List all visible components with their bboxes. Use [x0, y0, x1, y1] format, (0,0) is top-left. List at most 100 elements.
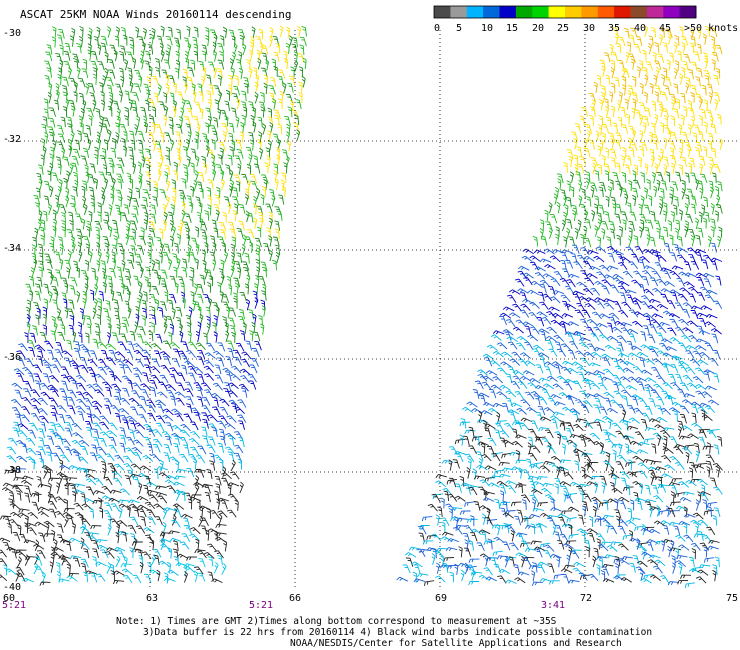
wind-barb	[589, 139, 595, 150]
wind-barb	[593, 81, 598, 93]
wind-barb	[138, 554, 143, 566]
wind-barb	[109, 97, 114, 110]
wind-barb	[206, 90, 212, 101]
wind-barb	[56, 405, 67, 413]
wind-barb	[587, 343, 597, 352]
wind-barb	[115, 555, 121, 568]
wind-barb	[594, 225, 599, 237]
wind-barb	[601, 65, 606, 77]
wind-barb	[138, 149, 145, 160]
wind-barb	[163, 444, 172, 454]
wind-barb	[179, 330, 184, 343]
wind-barb	[639, 569, 644, 581]
wind-barb	[171, 408, 183, 416]
wind-barb	[248, 153, 253, 166]
wind-barb	[101, 485, 112, 494]
wind-barb	[552, 313, 564, 319]
wind-barb	[521, 255, 533, 262]
wind-barb	[28, 347, 36, 357]
wind-barb	[573, 561, 585, 567]
wind-barb	[94, 373, 106, 381]
wind-barb	[158, 252, 163, 264]
wind-barb	[118, 90, 123, 103]
wind-barb	[93, 36, 99, 47]
wind-barb	[566, 227, 571, 240]
wind-barb	[67, 138, 73, 151]
wind-barb	[92, 67, 97, 78]
wind-barb	[534, 385, 547, 391]
wind-barb	[651, 484, 659, 495]
wind-barb	[135, 253, 143, 264]
wind-barb	[176, 233, 181, 245]
wind-barb	[181, 178, 187, 189]
wind-barb	[201, 426, 208, 437]
wind-barb	[159, 42, 164, 55]
wind-barb	[515, 552, 528, 558]
wind-barb	[184, 50, 189, 63]
wind-barb	[617, 352, 630, 358]
wind-barb	[183, 525, 192, 534]
wind-barb	[657, 53, 665, 64]
wind-barb	[645, 406, 653, 416]
wind-barb	[14, 468, 27, 473]
wind-barb	[585, 437, 596, 446]
wind-barb	[588, 515, 594, 527]
wind-barb	[82, 467, 88, 479]
wind-barb	[214, 475, 222, 486]
wind-barb	[137, 504, 149, 511]
wind-barb	[622, 270, 634, 279]
wind-barb	[526, 407, 538, 414]
wind-barb	[613, 301, 622, 310]
wind-barb	[584, 539, 591, 550]
wind-barb	[546, 326, 558, 334]
wind-barb	[241, 261, 250, 271]
wind-barb	[227, 390, 238, 398]
wind-barb	[101, 495, 114, 502]
wind-barb	[201, 50, 207, 62]
wind-barb	[496, 523, 501, 536]
wind-barb	[446, 478, 457, 485]
wind-barb	[648, 35, 654, 46]
wind-barb	[683, 53, 691, 64]
wind-barb	[122, 359, 134, 366]
wind-barb	[468, 486, 478, 496]
wind-barb	[231, 107, 237, 118]
wind-barb	[690, 234, 695, 247]
wind-barb	[684, 194, 690, 205]
wind-barb	[251, 321, 256, 334]
wind-barb	[38, 415, 49, 424]
wind-barb	[678, 562, 683, 575]
wind-barb	[239, 368, 251, 376]
wind-barb	[683, 506, 688, 518]
wind-barb	[182, 145, 188, 157]
wind-barb	[535, 411, 543, 422]
wind-barb	[201, 405, 211, 414]
wind-barb	[673, 195, 679, 207]
wind-barb	[151, 285, 160, 296]
wind-barb	[662, 382, 673, 390]
wind-barb	[204, 389, 214, 398]
lon-label-60: 60	[3, 593, 15, 604]
wind-barb	[636, 449, 649, 454]
wind-barb	[468, 426, 475, 437]
wind-barb	[222, 316, 227, 327]
wind-barb	[579, 337, 591, 342]
wind-barb	[141, 156, 146, 168]
wind-barb	[643, 438, 655, 444]
wind-barb	[50, 405, 58, 415]
wind-barb	[586, 326, 595, 336]
wind-barb	[621, 171, 627, 183]
wind-barb	[88, 114, 93, 126]
wind-barb	[230, 243, 235, 255]
wind-barb	[219, 406, 229, 416]
wind-barb	[213, 227, 219, 238]
wind-barb	[658, 509, 669, 516]
wind-barb	[589, 265, 601, 271]
wind-barb	[114, 358, 126, 366]
wind-barb	[566, 218, 573, 229]
wind-barb	[184, 566, 196, 574]
wind-barb	[69, 285, 76, 296]
wind-barb	[241, 358, 250, 368]
wind-barb	[40, 421, 47, 432]
wind-barb	[546, 445, 556, 454]
